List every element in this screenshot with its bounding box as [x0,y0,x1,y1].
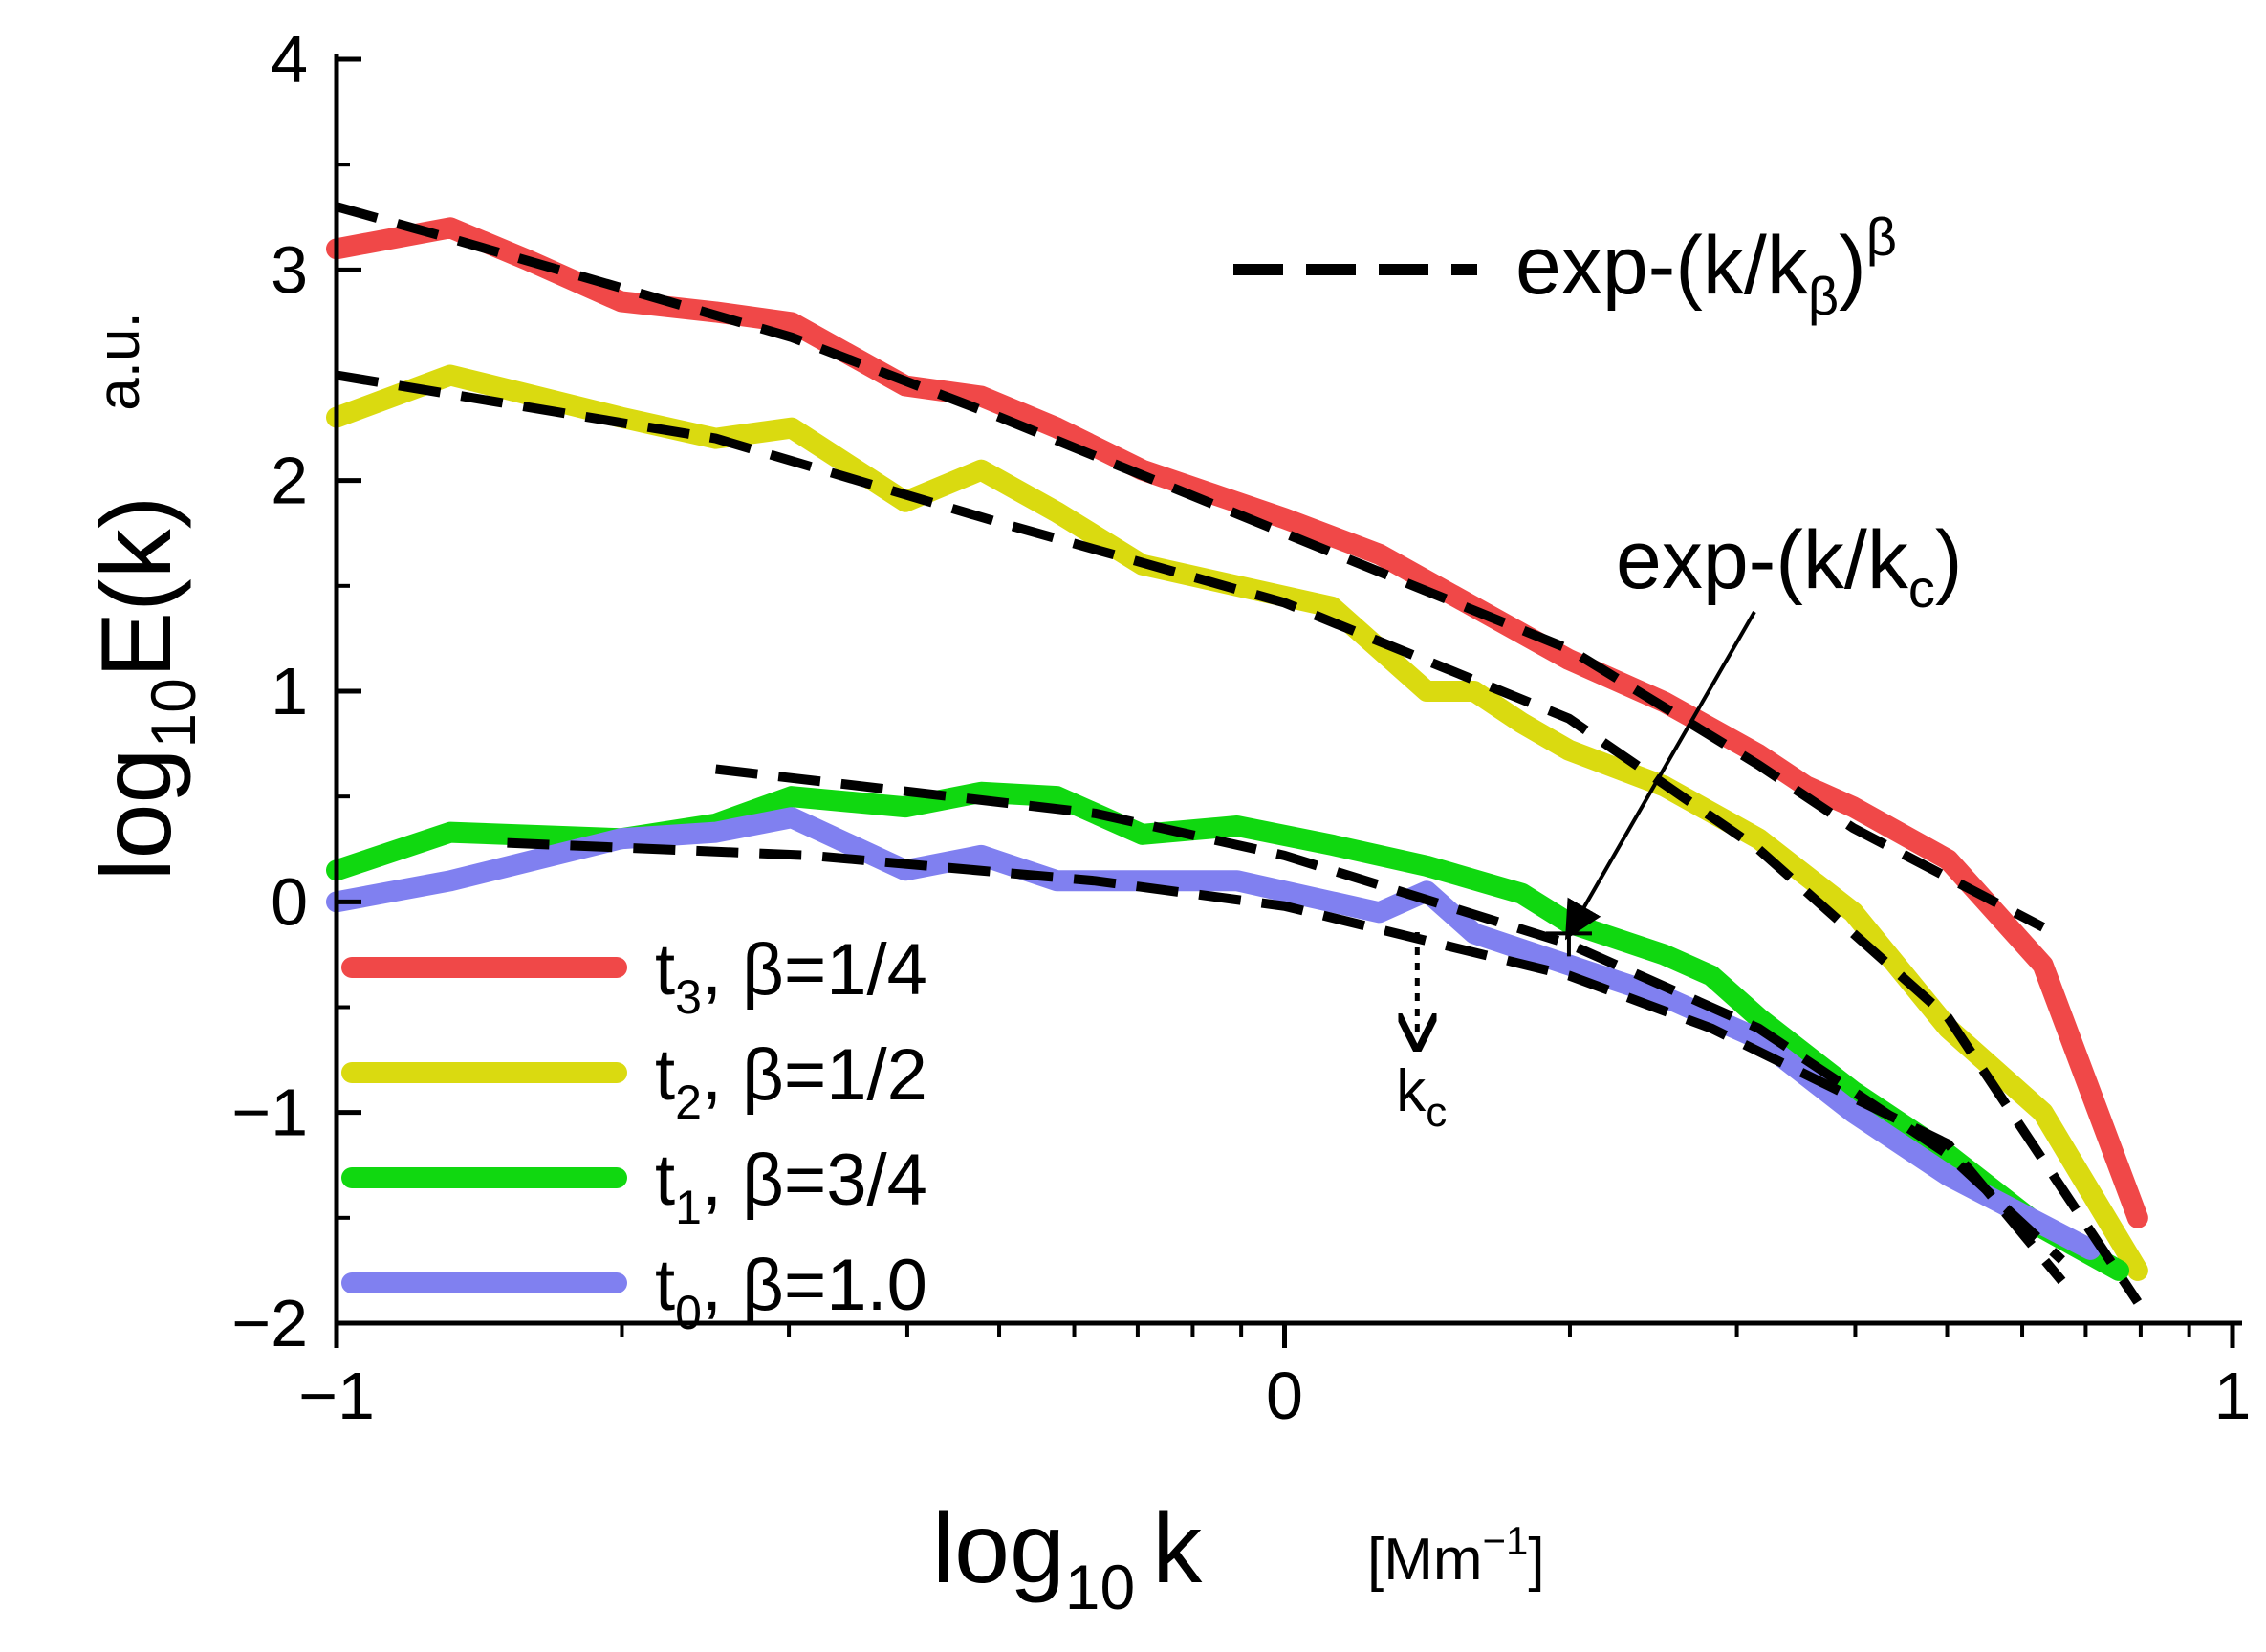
series-layer [326,217,2148,1281]
series-legend: t3, β=1/4t2, β=1/2t1, β=3/4t0, β=1.0 [341,929,927,1339]
svg-text:log10E(k): log10E(k) [81,496,208,881]
axes [334,54,2242,1326]
legend-t: t [655,1245,675,1326]
x-label-sub: 10 [1065,1552,1135,1622]
exp-kc-label: exp-(k/kc) [1616,514,1962,619]
kc-label: kc [1396,1058,1447,1136]
y-tick-label-1: 3 [271,232,308,307]
legend-beta: , β=1.0 [702,1245,927,1326]
kc-sub: c [1426,1089,1447,1136]
y-axis-label: log10E(k) [81,496,208,881]
y-tick-label-0: 4 [271,22,308,97]
fit-legend-sup: β [1866,206,1897,267]
y-axis-units: a.u. [86,312,152,410]
series-line-t1 [326,781,2130,1281]
kc-main: k [1396,1058,1427,1124]
legend-label-t1: t1, β=3/4 [655,1140,927,1234]
fit-legend-close: ) [1839,220,1866,312]
legend-sub: 1 [675,1181,702,1234]
legend-label-t0: t0, β=1.0 [655,1245,927,1339]
legend-sub: 3 [675,970,702,1024]
fit-t3 [335,202,2046,932]
series-line-t3 [326,217,2148,1228]
legend-t: t [655,929,675,1011]
x-tick-label-0: −1 [298,1359,375,1433]
y-tick-label-3: 1 [271,654,308,728]
exp-kc-sub: c [1908,558,1935,619]
x-units-close: ] [1528,1527,1544,1593]
series-line-t2 [326,364,2148,1281]
exp-kc-annotation: exp-(k/kc) [1545,514,1962,957]
x-axis-units: [Mm−1] [1367,1518,1545,1593]
exp-kc-main: exp-(k/k [1616,514,1909,606]
y-label-main: log [81,749,192,881]
legend-t: t [655,1140,675,1221]
x-tick-label-2: 1 [2214,1359,2252,1433]
legend-label-t2: t2, β=1/2 [655,1034,927,1129]
legend-sub: 0 [675,1286,702,1339]
fit-t2 [336,370,2143,1305]
legend-t: t [655,1034,675,1116]
fit-t0 [507,837,2066,1285]
x-axis-label: log10 k [932,1493,1203,1622]
fit-t1 [715,764,2065,1264]
y-label-rest: E(k) [81,496,192,679]
x-units-open: [Mm [1367,1527,1483,1593]
y-tick-label-4: 0 [271,864,308,939]
y-label-sub: 10 [138,678,208,748]
x-label-var: k [1152,1493,1203,1604]
fit-legend-main: exp-(k/k [1515,220,1809,312]
legend-beta: , β=1/2 [702,1034,927,1116]
x-tick-label-1: 0 [1266,1359,1303,1433]
exp-kc-arrow [1564,611,1756,941]
legend-label-t3: t3, β=1/4 [655,929,927,1024]
x-units-sup: −1 [1483,1518,1529,1563]
y-tick-label-2: 2 [271,444,308,518]
fit-legend: exp-(k/kβ)β [1233,206,1897,326]
legend-beta: , β=3/4 [702,1140,927,1221]
fit-legend-label: exp-(k/kβ)β [1515,206,1897,326]
y-tick-label-5: −1 [231,1076,308,1150]
exp-kc-close: ) [1935,514,1963,606]
legend-beta: , β=1/4 [702,929,927,1011]
legend-sub: 2 [675,1076,702,1129]
x-label-main: log [932,1493,1065,1604]
fit-legend-sub: β [1808,266,1839,326]
y-tick-label-6: −2 [231,1286,308,1360]
fit-layer [335,202,2143,1305]
kc-marker: kc [1396,932,1447,1136]
series-line-t0 [326,807,2102,1260]
